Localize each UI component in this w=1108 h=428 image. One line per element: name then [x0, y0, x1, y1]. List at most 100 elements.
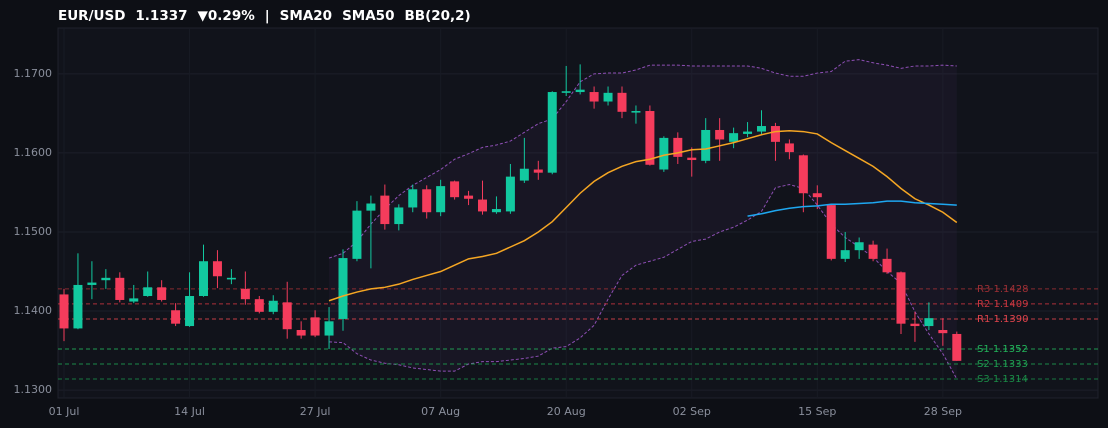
x-tick-label: 07 Aug [421, 405, 460, 418]
x-tick-label: 28 Sep [924, 405, 962, 418]
candle-body [910, 323, 920, 327]
candle-body [673, 137, 683, 157]
candle-body [715, 129, 725, 140]
y-tick-label: 1.1700 [14, 67, 53, 80]
candle-body [296, 330, 306, 336]
candle-body [575, 89, 585, 93]
candle-body [226, 277, 236, 280]
candle-body [380, 195, 390, 225]
level-label: S2 1.1333 [977, 359, 1028, 370]
x-tick-label: 02 Sep [673, 405, 711, 418]
candle-body [185, 296, 195, 327]
candle-body [408, 189, 418, 208]
candle-body [282, 302, 292, 330]
candle-body [896, 272, 906, 324]
candle-body [478, 199, 487, 212]
candle-body [659, 137, 669, 170]
candle-body [464, 195, 474, 199]
indicator-name: SMA20 [280, 8, 332, 24]
change: ▼0.29% [198, 8, 256, 24]
candle-body [938, 330, 948, 334]
candle-body [254, 299, 264, 312]
x-tick-label: 27 Jul [300, 405, 331, 418]
candle-body [129, 298, 139, 302]
candle-body [798, 155, 808, 194]
bb-lower [329, 184, 958, 380]
level-label: R3 1.1428 [977, 284, 1028, 295]
candle-body [212, 261, 222, 277]
x-tick-label: 14 Jul [174, 405, 205, 418]
last-price: 1.1337 [135, 8, 187, 24]
candle-body [770, 126, 780, 142]
title-row: EUR/USD 1.1337 ▼0.29% | SMA20 SMA50 BB(20,2) [58, 8, 471, 24]
bb-fill [329, 59, 957, 380]
candle-body [171, 310, 181, 324]
candle-body [87, 282, 97, 285]
level-label: R2 1.1409 [977, 299, 1028, 310]
candle-body [73, 284, 83, 329]
y-tick-label: 1.1300 [14, 383, 53, 396]
separator: | [265, 8, 270, 24]
candle-body [868, 244, 878, 259]
candle-body [729, 133, 739, 142]
candle-body [505, 176, 515, 212]
candle-body [826, 205, 836, 259]
candle-body [143, 287, 153, 297]
indicator-name: BB(20,2) [404, 8, 470, 24]
candle-body [854, 242, 864, 251]
plot-layer: 1.1300 1.1400 1.1500 1.1600 1.1700 01 Jul 14 J… [14, 28, 1098, 418]
indicator-name: SMA50 [342, 8, 394, 24]
candle-body [450, 181, 460, 198]
candle-body [743, 131, 753, 134]
candle-body [115, 277, 125, 300]
candle-body [812, 193, 822, 198]
x-tick-label: 20 Aug [547, 405, 586, 418]
candle-body [519, 168, 529, 181]
candle-body [436, 186, 446, 213]
candle-body [352, 210, 362, 259]
bb-upper [328, 59, 957, 259]
candle-body [547, 92, 557, 173]
candle-body [422, 189, 432, 213]
candle-body [589, 92, 599, 102]
level-label: R1 1.1390 [977, 314, 1028, 325]
candle-body [882, 258, 892, 273]
candle-body [631, 111, 641, 113]
candle-body [924, 318, 934, 327]
candle-body [687, 157, 697, 161]
candle-body [701, 129, 711, 161]
moving-average [328, 130, 958, 302]
candle-body [617, 92, 627, 112]
candle-body [310, 317, 320, 336]
candle-body [157, 287, 167, 300]
y-tick-label: 1.1500 [14, 225, 53, 238]
y-tick-label: 1.1600 [14, 146, 53, 159]
candle-body [603, 92, 613, 102]
candle-body [952, 333, 962, 361]
level-label: S3 1.1314 [977, 374, 1028, 385]
candle-body [645, 111, 655, 165]
candle-body [199, 261, 208, 297]
candle-body [840, 250, 850, 259]
candle-body [757, 126, 766, 132]
candle-body [240, 288, 250, 300]
candle-body [491, 209, 501, 213]
candle-body [101, 277, 111, 281]
candle-body [784, 143, 794, 153]
moving-average [747, 200, 957, 217]
candle-body [59, 294, 69, 329]
candle-body [268, 300, 278, 312]
x-tick-label: 15 Sep [798, 405, 836, 418]
candle-body [324, 321, 334, 336]
level-label: S1 1.1352 [977, 344, 1028, 355]
candle-body [561, 91, 571, 93]
chart-title: EUR/USD [58, 8, 125, 24]
candle-body [533, 169, 543, 173]
y-tick-label: 1.1400 [14, 304, 53, 317]
candle-body [394, 207, 404, 225]
x-tick-label: 01 Jul [49, 405, 80, 418]
candle-body [338, 258, 348, 319]
candle-body [366, 203, 376, 211]
